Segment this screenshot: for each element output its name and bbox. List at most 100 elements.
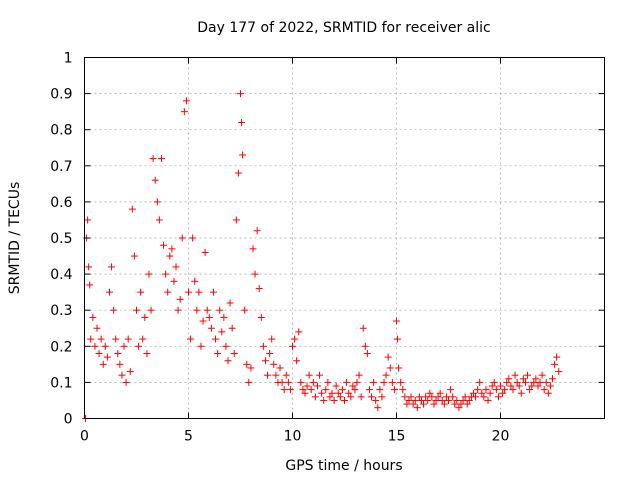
data-point	[447, 386, 455, 394]
data-point	[316, 371, 324, 379]
data-point	[472, 393, 480, 401]
data-point	[459, 396, 467, 404]
data-point	[509, 386, 517, 394]
data-point	[540, 386, 548, 394]
data-point	[359, 324, 367, 332]
data-point	[426, 389, 434, 397]
data-point	[484, 396, 492, 404]
y-tick-label: 0.6	[50, 195, 72, 211]
data-point	[403, 400, 411, 408]
data-point	[384, 353, 392, 361]
data-point	[430, 400, 438, 408]
data-point	[378, 393, 386, 401]
data-point	[303, 382, 311, 390]
data-point	[451, 400, 459, 408]
data-point	[220, 313, 228, 321]
data-point	[222, 342, 230, 350]
data-point	[299, 386, 307, 394]
data-point	[124, 335, 132, 343]
data-point	[122, 378, 130, 386]
data-point	[276, 364, 284, 372]
data-point	[286, 386, 294, 394]
data-point	[141, 313, 149, 321]
data-point	[393, 317, 400, 325]
data-point	[249, 245, 257, 253]
data-point	[526, 386, 534, 394]
data-point	[205, 313, 213, 321]
data-point	[551, 360, 559, 368]
data-point	[241, 306, 249, 314]
data-point	[355, 371, 363, 379]
data-point	[153, 198, 161, 206]
data-point	[87, 335, 95, 343]
y-tick-label: 0.8	[50, 123, 72, 139]
data-point	[84, 216, 92, 224]
data-point	[351, 386, 359, 394]
data-point	[209, 288, 217, 296]
data-point	[305, 371, 313, 379]
data-point	[420, 400, 428, 408]
data-point	[251, 270, 259, 278]
data-point	[168, 245, 176, 253]
data-point	[555, 368, 563, 376]
y-tick-label: 0.1	[50, 375, 72, 391]
data-point	[313, 382, 321, 390]
data-point	[311, 393, 319, 401]
data-point	[322, 386, 330, 394]
data-point	[199, 317, 207, 325]
data-point	[476, 378, 484, 386]
data-point	[318, 389, 326, 397]
data-point	[182, 97, 190, 105]
y-tick-label: 0.3	[50, 303, 72, 319]
x-tick-label: 10	[284, 429, 302, 445]
data-point	[259, 342, 267, 350]
data-point	[424, 396, 432, 404]
data-point	[411, 396, 419, 404]
data-point	[97, 335, 105, 343]
data-point	[282, 371, 290, 379]
data-point	[494, 393, 502, 401]
data-point	[170, 277, 178, 285]
x-tick-label: 15	[388, 429, 406, 445]
data-point	[143, 350, 151, 358]
data-point	[517, 389, 525, 397]
y-tick-label: 0.9	[50, 87, 72, 103]
data-point	[301, 389, 309, 397]
data-point	[261, 357, 269, 365]
data-point	[89, 313, 97, 321]
data-point	[341, 396, 348, 404]
x-tick-labels: 0 5 10 15 20	[80, 429, 509, 445]
data-point	[255, 285, 263, 293]
data-point	[178, 234, 186, 242]
data-point	[86, 281, 94, 289]
data-point	[116, 360, 124, 368]
data-point	[428, 393, 436, 401]
data-point	[465, 396, 473, 404]
data-point	[272, 371, 280, 379]
data-point	[338, 386, 346, 394]
data-point	[216, 306, 224, 314]
data-point	[395, 364, 403, 372]
data-point	[187, 335, 195, 343]
data-point	[532, 375, 540, 383]
data-point	[291, 335, 299, 343]
data-point	[212, 335, 220, 343]
data-point	[126, 368, 134, 376]
data-point	[536, 378, 544, 386]
data-point	[399, 386, 407, 394]
data-point	[160, 241, 168, 249]
data-point	[91, 342, 99, 350]
data-point	[449, 393, 457, 401]
data-point	[511, 371, 519, 379]
data-point	[110, 306, 118, 314]
data-point	[120, 342, 128, 350]
data-point	[180, 108, 188, 116]
data-point	[409, 400, 417, 408]
y-tick-label: 1	[64, 51, 73, 67]
data-point	[176, 295, 184, 303]
data-points	[82, 90, 563, 422]
data-point	[497, 382, 504, 390]
data-point	[413, 404, 421, 412]
data-point	[99, 360, 107, 368]
